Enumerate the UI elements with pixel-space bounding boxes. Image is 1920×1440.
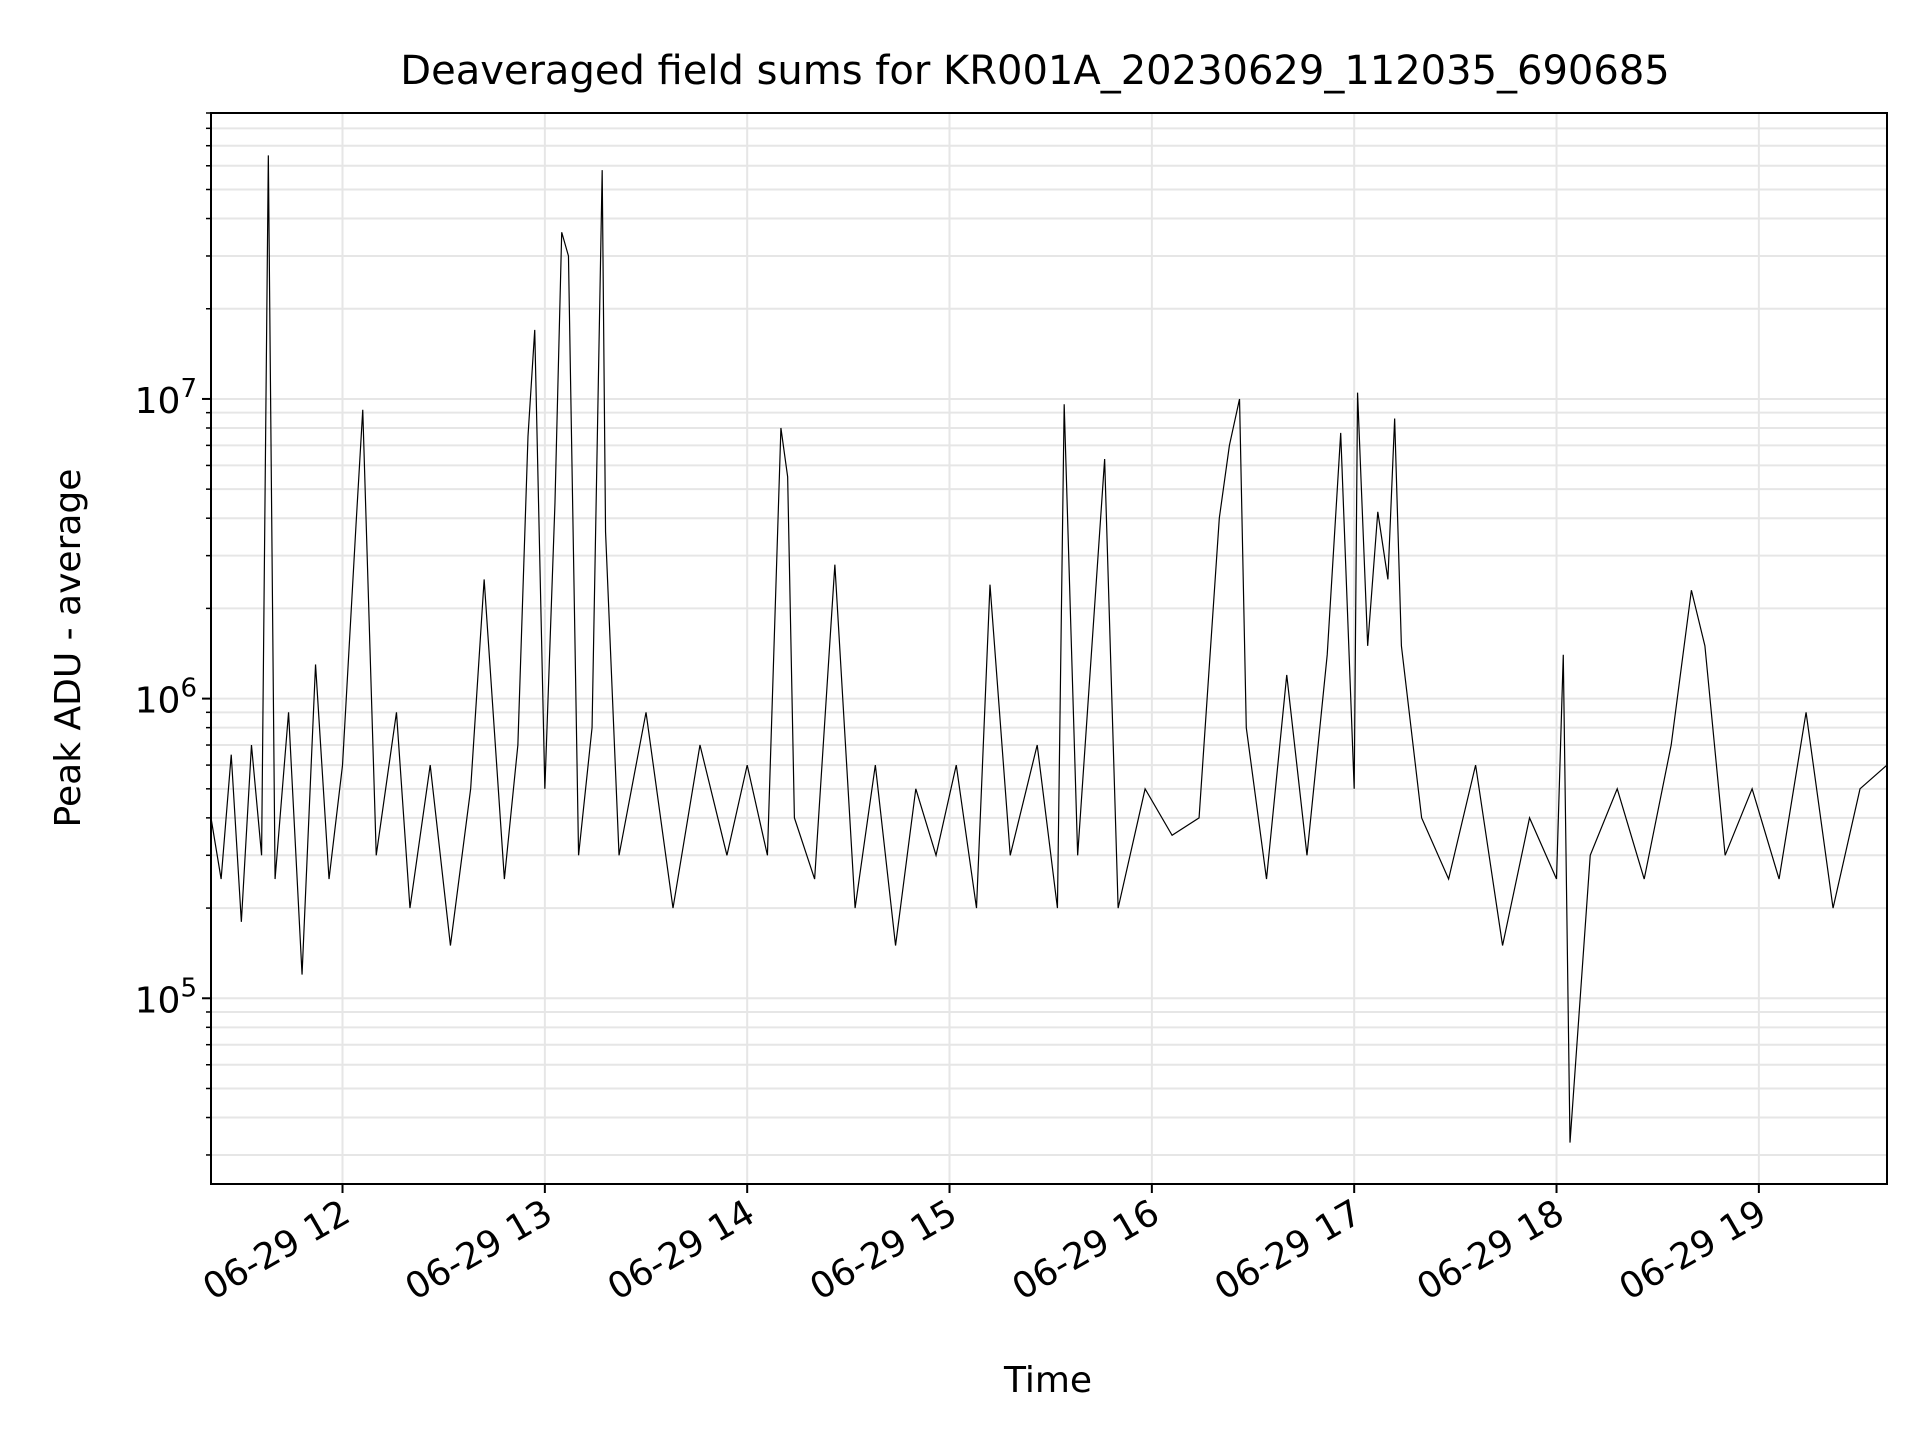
y-tick-label: 107 <box>135 374 197 422</box>
minor-gridlines <box>211 112 1887 1156</box>
y-tick-label: 106 <box>135 674 197 722</box>
plot-area-frame <box>210 112 1888 1185</box>
y-axis: 105 106 107 <box>135 112 211 1156</box>
series-line <box>210 155 1888 1143</box>
chart-title: Deaveraged field sums for KR001A_2023062… <box>400 48 1669 94</box>
major-gridlines <box>211 113 1887 1184</box>
x-axis-label: Time <box>1003 1360 1092 1401</box>
y-tick-label: 105 <box>135 973 197 1021</box>
y-axis-label: Peak ADU - average <box>48 469 89 828</box>
